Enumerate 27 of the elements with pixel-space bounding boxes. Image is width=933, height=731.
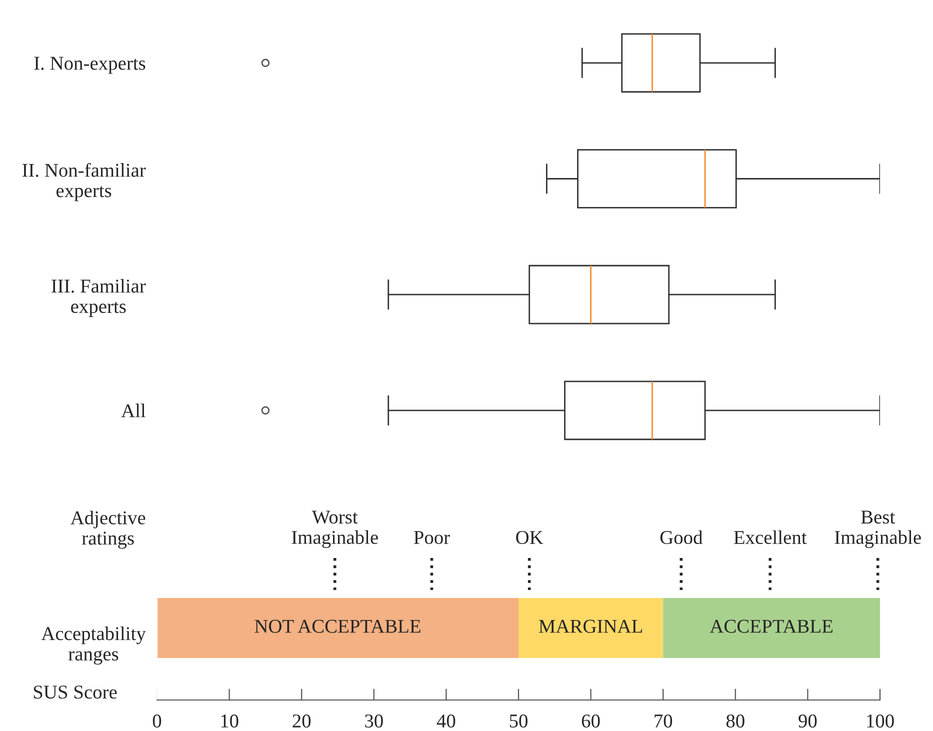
x-tick-label: 30 xyxy=(365,714,383,728)
band-label: NOT ACCEPTABLE xyxy=(254,620,420,633)
x-tick-label: 0 xyxy=(152,714,162,728)
y-tick-label: II. Non-familiar experts xyxy=(22,162,146,202)
y-tick-label: III. Familiar experts xyxy=(52,279,146,317)
band-label: ACCEPTABLE xyxy=(710,620,832,633)
y-tick-label: All xyxy=(121,404,146,418)
x-tick-label: 80 xyxy=(726,714,744,728)
x-tick-label: 70 xyxy=(654,714,672,728)
ref-line-label: Best Imaginable xyxy=(834,510,921,548)
x-tick-label: 10 xyxy=(221,714,238,728)
x-axis-title: SUS Score xyxy=(34,686,117,699)
x-tick-label: 60 xyxy=(582,714,600,728)
x-tick-label: 20 xyxy=(292,714,311,728)
y-tick-label: I. Non-experts xyxy=(34,56,146,74)
ref-line-label: Poor xyxy=(414,531,450,544)
x-tick-label: 50 xyxy=(510,714,528,728)
ref-line-label: Worst Imaginable xyxy=(292,510,378,548)
x-tick-label: 40 xyxy=(436,714,456,728)
ref-line-label: Good xyxy=(660,530,703,544)
ref-line-label: Excellent xyxy=(734,530,807,544)
ref-line-label: OK xyxy=(516,530,544,544)
x-tick-label: 100 xyxy=(867,714,894,728)
y-tick-label: Adjective ratings xyxy=(70,510,146,549)
y-tick-label: Acceptability ranges xyxy=(41,626,146,665)
x-tick-label: 90 xyxy=(798,714,817,728)
band-label: MARGINAL xyxy=(538,620,642,633)
